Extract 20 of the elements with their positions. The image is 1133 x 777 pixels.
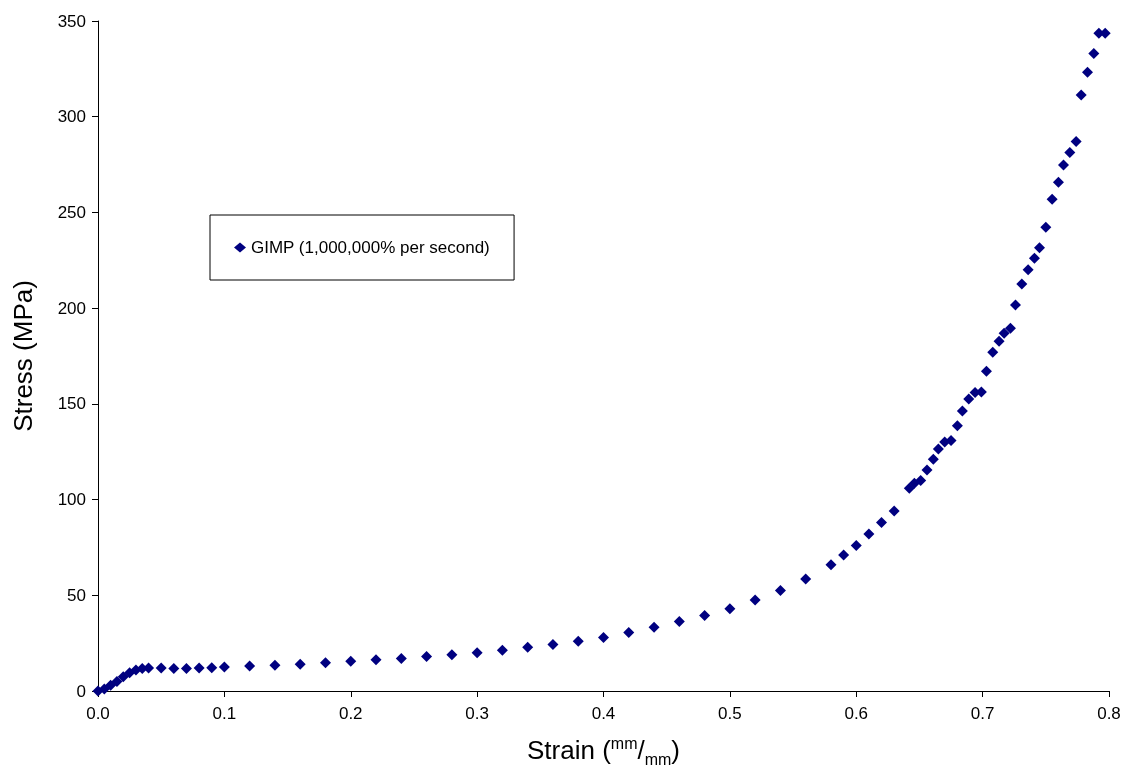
x-axis-title: Strain ($^{mm}$/$_{mm}$) xyxy=(526,735,681,770)
y-axis-title: Stress (MPa) xyxy=(8,280,38,432)
y-tick-label: 300 xyxy=(57,107,86,127)
y-tick-label: 350 xyxy=(57,11,86,31)
x-tick-label: 0.3 xyxy=(465,704,489,723)
y-tick-label: 250 xyxy=(57,202,86,222)
x-tick-label: 0.1 xyxy=(212,704,237,723)
x-tick-label: 0.8 xyxy=(1097,704,1121,723)
y-tick-label: 50 xyxy=(67,585,86,605)
y-tick-label: 200 xyxy=(57,298,86,318)
x-tick-label: 0.5 xyxy=(718,704,742,723)
legend-label: GIMP (1,000,000% per second) xyxy=(251,238,490,257)
y-tick-label: 100 xyxy=(57,490,86,510)
x-tick-label: 0.6 xyxy=(844,704,869,723)
x-tick-label: 0.4 xyxy=(591,704,616,723)
x-tick-label: 0.7 xyxy=(970,704,995,723)
y-tick-label: 150 xyxy=(57,394,86,414)
x-tick-label: 0.0 xyxy=(86,704,110,723)
x-tick-label: 0.2 xyxy=(338,704,363,723)
y-tick-label: 0 xyxy=(76,681,86,701)
